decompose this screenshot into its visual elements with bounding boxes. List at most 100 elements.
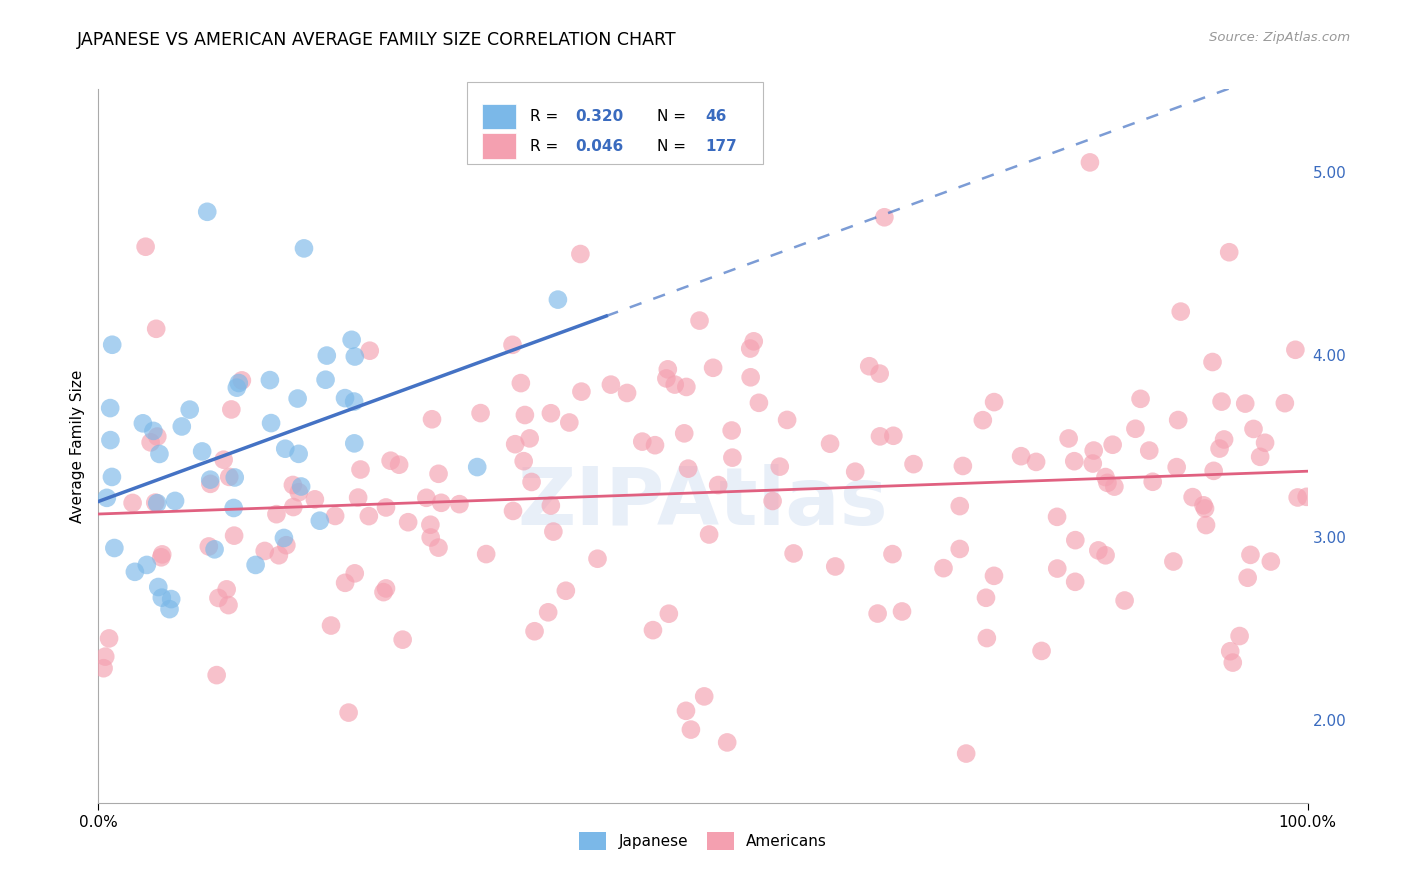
Point (882, 547, 904, 561)
Point (135, 240, 157, 254)
Point (1254, 435, 1277, 450)
Point (983, 569, 1005, 583)
Point (337, 706, 360, 720)
Point (679, 723, 702, 737)
Point (1260, 555, 1282, 569)
Point (1211, 394, 1233, 409)
Point (98, 401, 121, 416)
Point (380, 453, 402, 467)
Point (288, 485, 311, 500)
Point (1236, 571, 1258, 585)
Point (1125, 422, 1147, 436)
Point (869, 429, 891, 443)
Point (740, 370, 762, 384)
Point (523, 624, 546, 639)
Point (554, 583, 576, 598)
Point (502, 338, 524, 352)
Point (1208, 442, 1230, 456)
Point (159, 602, 181, 616)
Point (1170, 304, 1192, 318)
Point (1202, 464, 1225, 478)
Point (142, 424, 165, 438)
Text: N =: N = (657, 109, 686, 124)
Point (1222, 656, 1244, 670)
Point (844, 465, 866, 479)
Point (260, 416, 283, 430)
Point (720, 424, 742, 438)
Text: 46: 46 (706, 109, 727, 124)
Point (145, 322, 167, 336)
Point (224, 470, 246, 484)
Point (245, 558, 267, 572)
Point (135, 558, 157, 572)
Point (882, 429, 904, 443)
Point (824, 559, 846, 574)
FancyBboxPatch shape (482, 103, 516, 129)
Point (150, 548, 173, 562)
Point (586, 551, 609, 566)
Point (396, 515, 419, 529)
Text: ZIPAtlas: ZIPAtlas (517, 464, 889, 542)
Point (543, 524, 565, 539)
Point (1094, 549, 1116, 563)
Point (972, 413, 994, 427)
Point (903, 457, 925, 471)
Point (103, 541, 125, 555)
Point (1295, 490, 1317, 504)
Text: 0.046: 0.046 (575, 138, 623, 153)
Point (96, 491, 118, 505)
Point (1046, 509, 1069, 524)
Point (1234, 396, 1257, 410)
Point (218, 470, 240, 484)
Point (266, 507, 288, 521)
Point (1057, 432, 1080, 446)
Point (165, 494, 187, 508)
Point (547, 293, 569, 307)
Point (502, 504, 524, 518)
Point (1243, 422, 1265, 436)
Point (357, 509, 380, 524)
Point (160, 592, 183, 607)
Point (949, 499, 972, 513)
Point (146, 429, 169, 443)
Point (228, 376, 250, 390)
Point (304, 492, 326, 507)
Point (347, 491, 370, 505)
Point (100, 433, 122, 447)
Point (742, 334, 765, 349)
Point (281, 478, 304, 492)
Point (693, 690, 716, 704)
Point (1031, 644, 1053, 658)
Point (641, 623, 664, 637)
Point (866, 607, 889, 621)
Point (274, 442, 297, 456)
Point (349, 462, 371, 476)
Point (359, 343, 381, 358)
Point (512, 454, 534, 468)
Point (891, 604, 914, 618)
Point (150, 550, 173, 565)
Point (93, 661, 115, 675)
Point (420, 412, 443, 426)
Point (470, 406, 492, 420)
Point (858, 359, 880, 374)
Point (1219, 644, 1241, 658)
Point (222, 500, 245, 515)
Point (148, 447, 170, 461)
Point (676, 461, 699, 475)
Point (540, 406, 562, 420)
Point (558, 416, 581, 430)
Point (319, 618, 342, 632)
Point (1101, 438, 1123, 452)
Point (983, 395, 1005, 409)
Point (1097, 475, 1119, 490)
Point (101, 337, 124, 351)
Point (283, 500, 305, 514)
Text: R =: R = (530, 109, 558, 124)
Point (721, 450, 744, 465)
Point (1181, 490, 1204, 504)
Point (675, 704, 697, 718)
Point (1192, 498, 1215, 512)
Point (873, 211, 896, 225)
Point (631, 434, 654, 449)
